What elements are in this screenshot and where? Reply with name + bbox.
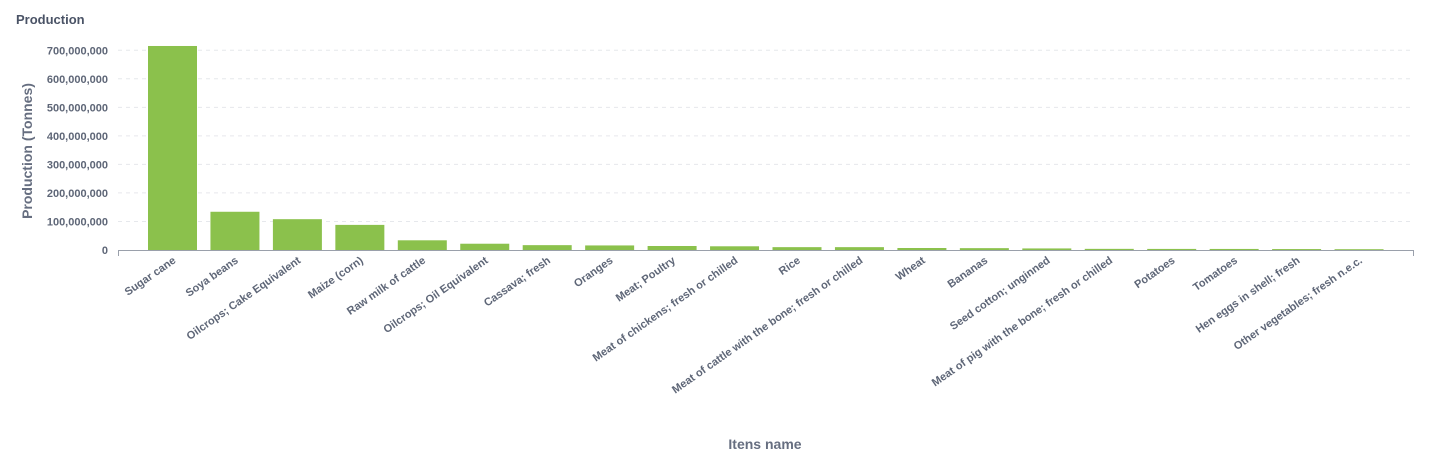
bar[interactable]: [897, 248, 947, 250]
bar[interactable]: [772, 247, 822, 250]
bar[interactable]: [834, 247, 884, 250]
x-axis-title: Itens name: [728, 436, 801, 452]
x-tick-label: Maize (corn): [306, 254, 366, 301]
y-tick-label: 500,000,000: [47, 102, 108, 114]
bar[interactable]: [585, 245, 635, 250]
y-tick-label: 100,000,000: [47, 216, 108, 228]
bar[interactable]: [647, 246, 697, 250]
y-tick-labels: 0 100,000,000 200,000,000 300,000,000 400,00…: [47, 45, 108, 257]
bars: [148, 45, 1384, 251]
y-tick-label: 200,000,000: [47, 188, 108, 200]
y-axis-title: Production (Tonnes): [19, 83, 35, 219]
x-tick-label: Oilcrops; Cake Equivalent: [185, 254, 304, 342]
y-tick-label: 300,000,000: [47, 159, 108, 171]
x-tick-label: Tomatoes: [1191, 255, 1240, 294]
bar[interactable]: [1334, 249, 1384, 250]
x-tick-label: Other vegetables; fresh n.e.c.: [1232, 255, 1365, 353]
bar[interactable]: [1022, 248, 1072, 250]
bar[interactable]: [397, 240, 447, 250]
y-tick-label: 0: [102, 245, 108, 257]
bar[interactable]: [272, 219, 322, 250]
axes: [118, 250, 1414, 256]
x-tick-label: Cassava; fresh: [482, 254, 553, 309]
x-tick-label: Potatoes: [1132, 255, 1177, 291]
bar[interactable]: [1147, 248, 1197, 250]
bar[interactable]: [1209, 248, 1259, 250]
x-tick-label: Rice: [777, 255, 803, 278]
bar[interactable]: [210, 211, 260, 250]
x-tick-label: Meat; Poultry: [614, 254, 679, 304]
x-tick-label: Sugar cane: [123, 255, 178, 299]
y-tick-label: 700,000,000: [47, 45, 108, 57]
x-tick-label: Meat of cattle with the bone; fresh or c…: [670, 255, 865, 397]
panel-title: Production: [16, 12, 85, 27]
bar[interactable]: [959, 248, 1009, 250]
x-tick-label: Hen eggs in shell; fresh: [1194, 254, 1303, 335]
x-tick-label: Bananas: [946, 255, 990, 291]
bar[interactable]: [1272, 249, 1322, 250]
bar[interactable]: [335, 224, 385, 250]
bar[interactable]: [460, 243, 510, 250]
y-tick-label: 400,000,000: [47, 131, 108, 143]
x-tick-label: Wheat: [894, 254, 928, 283]
bar[interactable]: [522, 245, 572, 250]
x-tick-label: Oranges: [572, 255, 615, 290]
bar[interactable]: [148, 45, 197, 251]
bar[interactable]: [1084, 248, 1134, 250]
x-tick-label: Seed cotton; unginned: [948, 255, 1053, 333]
x-tick-label: Soya beans: [184, 255, 241, 300]
x-tick-label: Oilcrops; Oil Equivalent: [381, 254, 490, 336]
bar[interactable]: [710, 246, 760, 250]
y-tick-label: 600,000,000: [47, 74, 108, 86]
gridlines: [118, 49, 1413, 222]
